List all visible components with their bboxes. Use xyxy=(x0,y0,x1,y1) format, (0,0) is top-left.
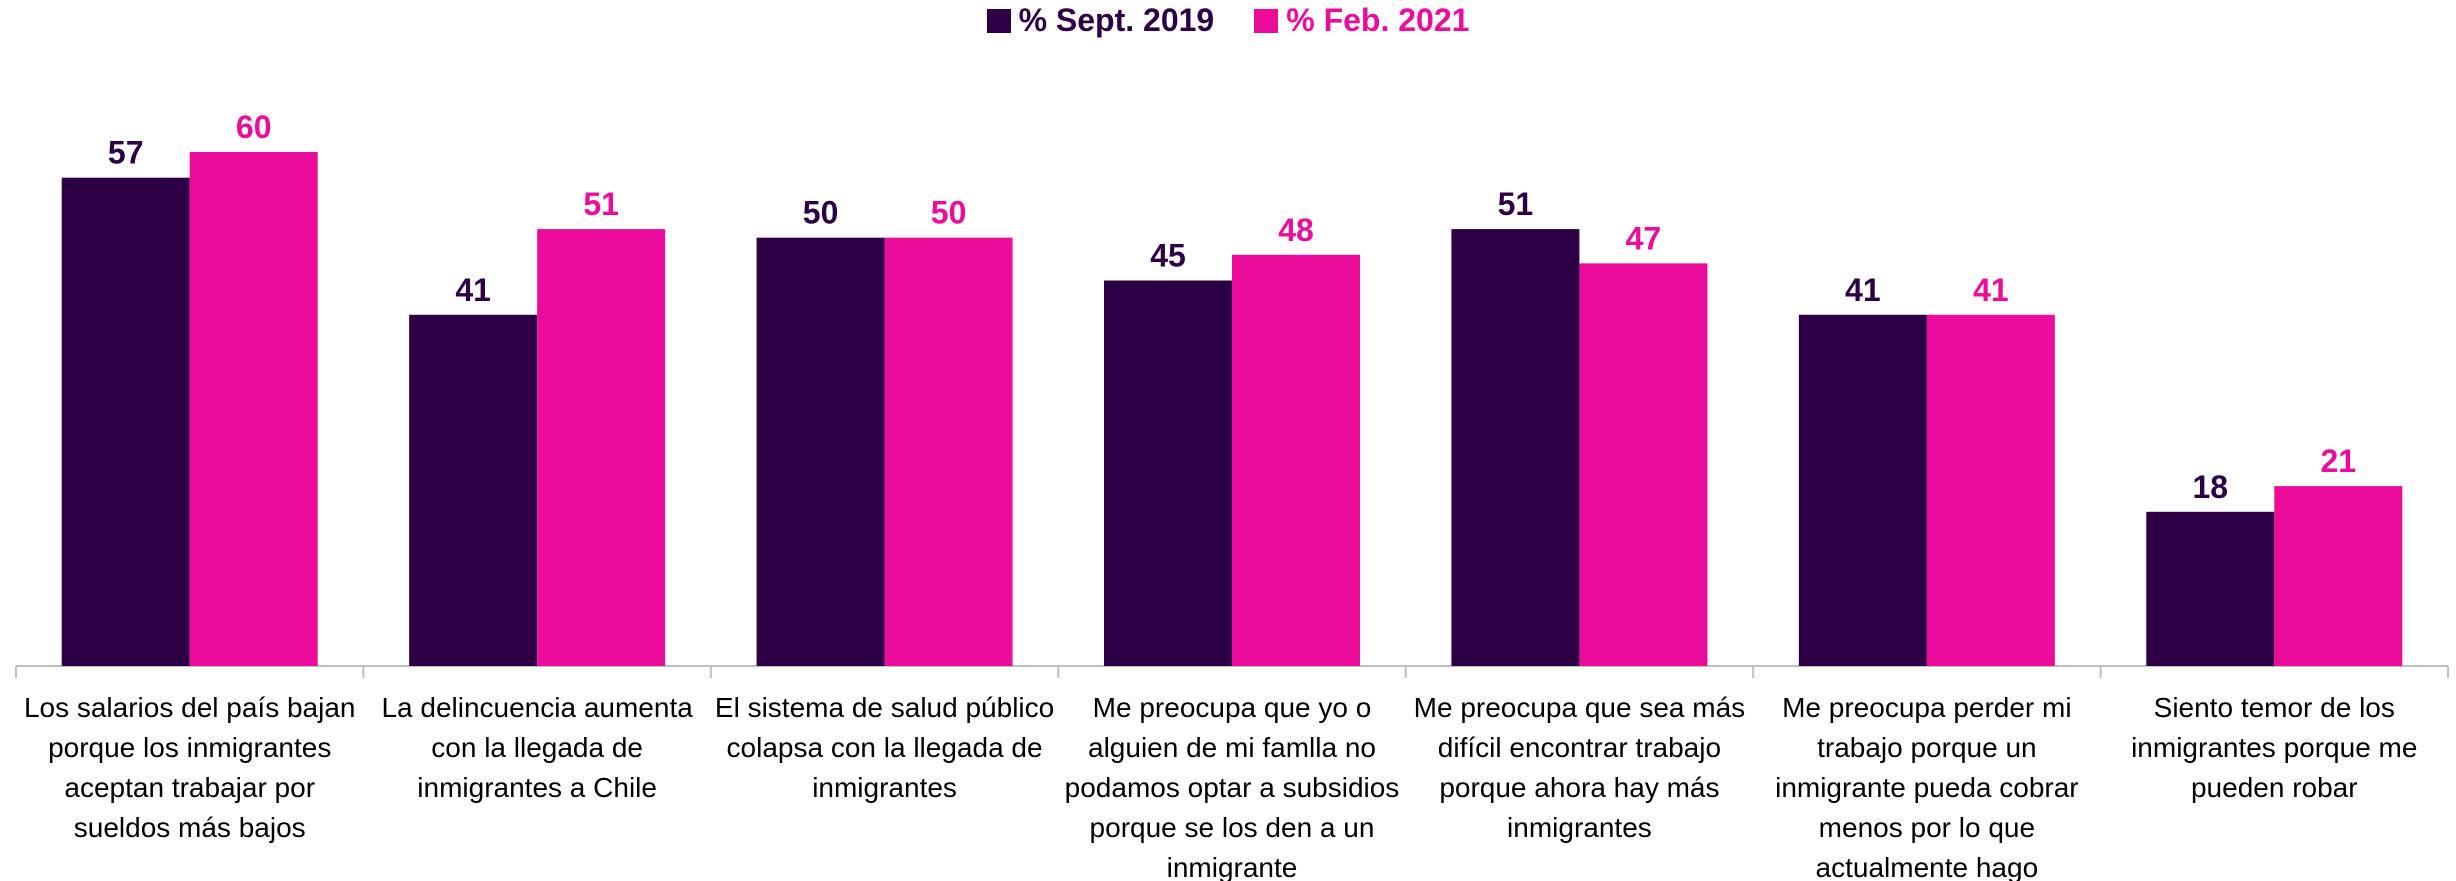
data-label: 18 xyxy=(2192,469,2228,505)
bar xyxy=(1798,314,1927,666)
data-label: 41 xyxy=(1845,272,1881,308)
legend-swatch xyxy=(1254,8,1279,33)
x-tick-label: Los salarios del país bajan porque los i… xyxy=(23,692,356,843)
legend-item: % Sept. 2019 xyxy=(986,2,1215,39)
x-tick-label: Me preocupa perder mi trabajo porque un … xyxy=(1775,692,2079,881)
legend-item: % Feb. 2021 xyxy=(1254,2,1469,39)
bar xyxy=(537,229,666,666)
data-label: 60 xyxy=(236,109,272,145)
x-tick-label: Siento temor de los inmigrantes porque m… xyxy=(2131,692,2418,803)
data-label: 51 xyxy=(583,186,619,222)
legend-label: % Sept. 2019 xyxy=(1018,2,1215,38)
bar xyxy=(409,314,538,666)
legend-swatch xyxy=(986,8,1011,33)
x-tick-label: Me preocupa que sea más difícil encontra… xyxy=(1413,692,1746,843)
data-label: 41 xyxy=(1973,272,2009,308)
bar xyxy=(756,237,885,666)
legend: % Sept. 2019 % Feb. 2021 xyxy=(0,2,2456,39)
x-tick-label: La delincuencia aumenta con la llegada d… xyxy=(381,692,693,803)
data-label: 50 xyxy=(803,195,839,231)
bar xyxy=(2146,511,2275,666)
bar xyxy=(1232,254,1360,667)
bar xyxy=(189,152,318,666)
bar xyxy=(1104,280,1232,666)
data-label: 57 xyxy=(108,135,144,171)
data-label: 47 xyxy=(1626,220,1662,256)
data-label: 50 xyxy=(931,195,967,231)
data-label: 45 xyxy=(1150,238,1186,274)
bar xyxy=(1926,314,2055,666)
bar xyxy=(1451,229,1580,666)
data-label: 21 xyxy=(2320,443,2356,479)
bar xyxy=(884,237,1013,666)
bar xyxy=(1579,263,1708,666)
legend-label: % Feb. 2021 xyxy=(1286,2,1470,38)
x-tick-label: Me preocupa que yo o alguien de mi famll… xyxy=(1064,692,1400,881)
x-tick-label: El sistema de salud público colapsa con … xyxy=(714,692,1055,803)
data-label: 41 xyxy=(455,272,491,308)
data-label: 51 xyxy=(1498,186,1534,222)
bar xyxy=(61,177,190,666)
bar xyxy=(2274,486,2403,666)
data-label: 48 xyxy=(1278,212,1314,248)
